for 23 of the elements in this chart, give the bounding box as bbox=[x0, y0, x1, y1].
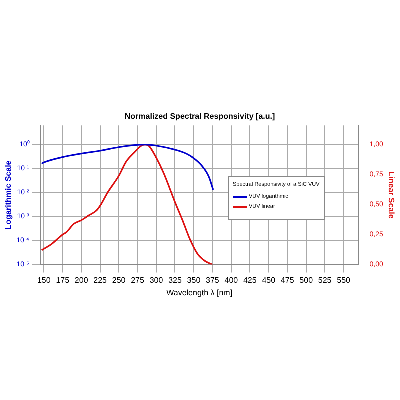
x-tick-label: 500 bbox=[300, 276, 314, 285]
x-tick-label: 200 bbox=[74, 276, 89, 285]
x-tick-label: 175 bbox=[56, 276, 70, 285]
x-tick-label: 550 bbox=[337, 276, 352, 285]
x-tick-label: 150 bbox=[37, 276, 52, 285]
x-tick-label: 400 bbox=[224, 276, 239, 285]
x-tick-label: 275 bbox=[131, 276, 145, 285]
chart-title: Normalized Spectral Responsivity [a.u.] bbox=[124, 112, 276, 122]
x-tick-label: 225 bbox=[94, 276, 108, 285]
x-tick-label: 325 bbox=[168, 276, 182, 285]
x-tick-label: 350 bbox=[187, 276, 202, 285]
x-tick-label: 300 bbox=[150, 276, 164, 285]
x-axis-title: Wavelength λ [nm] bbox=[166, 288, 233, 298]
x-tick-label: 425 bbox=[243, 276, 258, 285]
x-tick-label: 525 bbox=[318, 276, 332, 285]
x-tick-label: 450 bbox=[262, 276, 276, 285]
line-series bbox=[41, 144, 214, 191]
x-tick-label: 250 bbox=[112, 276, 126, 285]
y2-axis-title: Linear Scale bbox=[386, 172, 396, 220]
x-tick-label: 375 bbox=[206, 276, 220, 285]
x-tick-label: 475 bbox=[280, 276, 295, 285]
y-axis-title: Logarithmic Scale bbox=[4, 160, 14, 230]
line-series bbox=[41, 144, 214, 265]
